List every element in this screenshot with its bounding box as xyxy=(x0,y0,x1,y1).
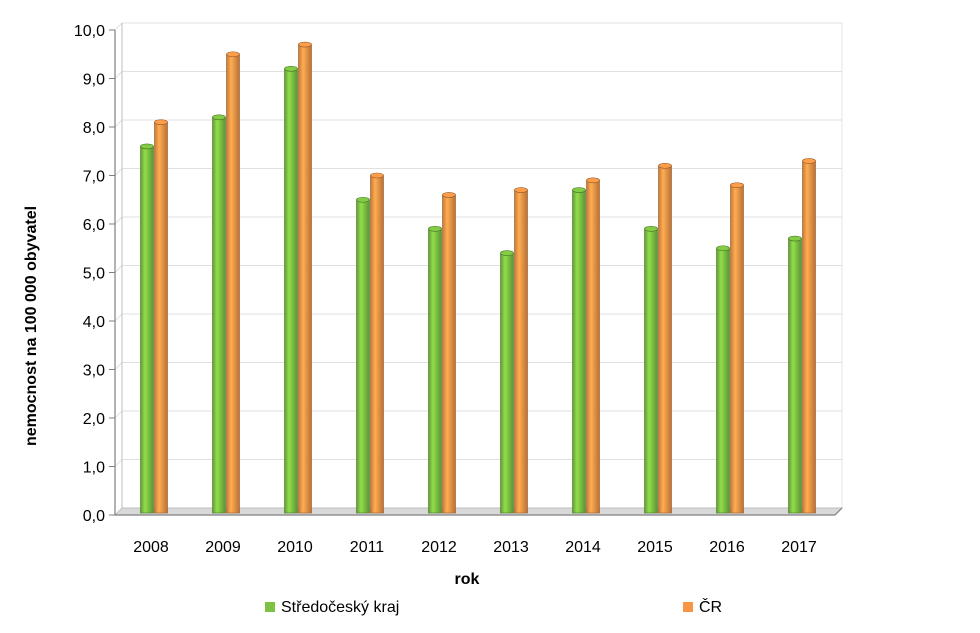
x-tick-label: 2010 xyxy=(277,539,313,556)
bar-top xyxy=(212,114,226,121)
y-tick-label: 9,0 xyxy=(83,72,105,89)
bar-top xyxy=(802,158,816,164)
bar-top xyxy=(572,187,586,193)
legend-label: ČR xyxy=(699,597,722,616)
y-tick-label: 0,0 xyxy=(83,508,105,525)
x-tick-label: 2012 xyxy=(421,539,457,556)
bar-top xyxy=(140,143,154,150)
bar-top xyxy=(788,235,802,242)
bar-top xyxy=(586,177,600,184)
bar xyxy=(500,252,514,514)
bar xyxy=(716,247,730,514)
x-tick-label: 2008 xyxy=(133,539,169,556)
bar xyxy=(140,146,154,514)
bar-top xyxy=(716,245,730,252)
y-tick-label: 8,0 xyxy=(83,120,105,137)
y-tick-label: 1,0 xyxy=(83,460,105,477)
y-tick-label: 7,0 xyxy=(83,169,105,186)
y-tick-labels: 0,0 1,0 2,0 3,0 4,0 5,0 6,0 7,0 8,0 9,0 10,0 xyxy=(74,23,105,525)
bar xyxy=(284,68,298,514)
y-axis-title: nemocnost na 100 000 obyvatel xyxy=(23,206,40,446)
bar-top xyxy=(154,119,168,125)
bar xyxy=(514,189,528,514)
legend-label: Středočeský kraj xyxy=(281,599,399,616)
bar xyxy=(356,199,370,514)
x-tick-label: 2011 xyxy=(350,539,385,556)
x-tick-label: 2015 xyxy=(637,539,673,556)
bar xyxy=(802,160,816,514)
y-tick-label: 4,0 xyxy=(83,314,105,331)
bar-top xyxy=(514,187,528,193)
x-axis-title: rok xyxy=(455,571,480,588)
bar-top xyxy=(298,41,312,48)
x-tick-labels: 2008 2009 2010 2011 2012 2013 2014 2015 2016 2017 xyxy=(133,539,817,556)
bars xyxy=(140,41,816,514)
x-tick-label: 2013 xyxy=(493,539,529,556)
y-tick-label: 2,0 xyxy=(83,411,105,428)
bar-top xyxy=(356,196,370,203)
bar-top xyxy=(644,226,658,232)
bar xyxy=(298,44,312,514)
bar xyxy=(212,117,226,514)
axes xyxy=(109,23,843,516)
bar xyxy=(730,184,744,514)
bar-top xyxy=(442,192,456,198)
bar xyxy=(226,53,240,514)
bar-top xyxy=(428,226,442,232)
bar-top xyxy=(284,66,298,72)
y-tick-label: 3,0 xyxy=(83,363,105,380)
legend: Středočeský kraj ČR xyxy=(265,597,722,616)
bar xyxy=(370,175,384,514)
x-tick-label: 2014 xyxy=(565,539,601,556)
y-tick-label: 5,0 xyxy=(83,266,105,283)
bar xyxy=(572,189,586,514)
bar-top xyxy=(500,250,514,256)
bar xyxy=(658,165,672,514)
x-tick-label: 2009 xyxy=(205,539,241,556)
y-tick-label: 6,0 xyxy=(83,217,105,234)
bar xyxy=(644,228,658,514)
bar-top xyxy=(658,163,672,169)
legend-swatch xyxy=(683,602,693,612)
bar-top xyxy=(730,182,744,188)
x-tick-label: 2017 xyxy=(781,539,817,556)
bar xyxy=(428,228,442,514)
y-tick-label: 10,0 xyxy=(74,23,105,40)
bar xyxy=(788,238,802,514)
x-tick-label: 2016 xyxy=(709,539,745,556)
x-axis-line xyxy=(115,507,843,516)
bar xyxy=(154,121,168,514)
bar-top xyxy=(370,172,384,179)
bar xyxy=(442,194,456,514)
legend-swatch xyxy=(265,602,275,612)
bar-top xyxy=(226,51,240,58)
bar xyxy=(586,180,600,514)
